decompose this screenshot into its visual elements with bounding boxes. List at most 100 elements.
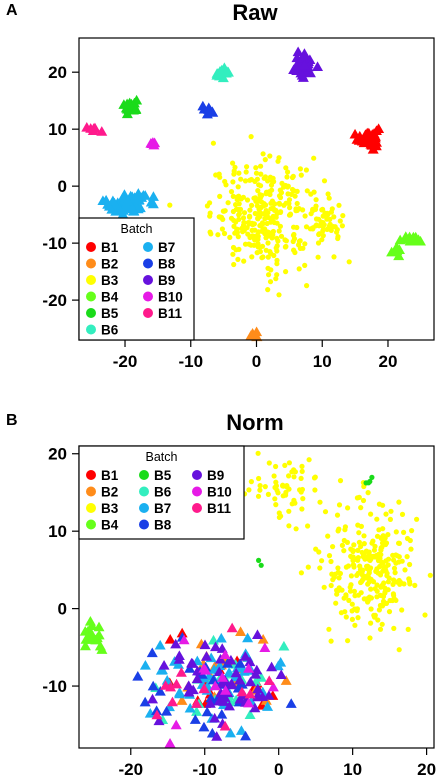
- data-point: [151, 705, 163, 716]
- data-point: [336, 202, 342, 208]
- data-point: [296, 242, 302, 248]
- data-point: [253, 170, 260, 176]
- data-point: [272, 660, 284, 671]
- data-point: [308, 211, 314, 217]
- raw-scatter-plot: -20 -10 0 10 20-20-1001020BatchB1B2B3B4B5B6B…: [42, 37, 435, 371]
- data-point: [345, 505, 351, 511]
- data-point: [356, 539, 362, 545]
- data-point: [302, 213, 308, 219]
- data-point: [404, 535, 411, 542]
- data-point: [356, 494, 362, 500]
- data-point: [300, 496, 306, 502]
- data-point: [380, 560, 386, 566]
- data-point: [305, 564, 311, 570]
- data-point: [294, 188, 300, 194]
- legend-label: B5: [154, 468, 172, 483]
- data-point: [320, 233, 326, 239]
- data-point: [147, 693, 159, 704]
- data-point: [365, 490, 371, 496]
- legend-swatch: [86, 324, 96, 335]
- cluster-b11: [81, 122, 108, 136]
- data-point: [234, 227, 240, 233]
- data-point: [241, 258, 247, 264]
- data-point: [325, 533, 331, 539]
- x-tick-label: -10: [192, 760, 217, 779]
- data-point: [275, 669, 287, 680]
- data-point: [379, 621, 385, 627]
- data-point: [240, 730, 252, 741]
- cluster-b3: [298, 478, 433, 653]
- x-tick-label: 10: [313, 352, 332, 371]
- data-point: [167, 202, 173, 208]
- data-points: [79, 450, 433, 748]
- cluster-b1: [349, 123, 385, 154]
- data-point: [399, 607, 405, 613]
- data-point: [161, 706, 173, 716]
- legend-label: B9: [207, 468, 224, 483]
- data-point: [299, 463, 305, 469]
- data-point: [235, 234, 241, 240]
- data-point: [225, 679, 237, 690]
- data-point: [280, 493, 286, 499]
- data-point: [336, 575, 342, 581]
- data-point: [393, 244, 405, 255]
- data-point: [352, 593, 358, 599]
- data-point: [348, 553, 354, 559]
- data-point: [374, 516, 380, 522]
- x-tick-label: 0: [274, 760, 283, 779]
- data-point: [240, 215, 247, 221]
- data-point: [393, 560, 399, 566]
- data-point: [385, 587, 391, 593]
- data-point: [252, 683, 264, 694]
- data-point: [171, 678, 183, 689]
- data-point: [291, 231, 297, 238]
- legend-swatch: [86, 291, 96, 302]
- data-point: [153, 715, 165, 726]
- legend-label: B7: [158, 240, 175, 255]
- data-point: [199, 639, 211, 650]
- data-point: [312, 61, 324, 71]
- data-point: [306, 457, 312, 463]
- data-point: [244, 656, 256, 667]
- data-point: [170, 638, 182, 649]
- data-point: [205, 692, 217, 703]
- legend-label: B3: [101, 501, 119, 516]
- data-point: [368, 620, 374, 626]
- data-point: [358, 543, 364, 550]
- x-axis: -20 -10 0 10 20: [118, 748, 436, 779]
- data-point: [396, 499, 402, 505]
- data-point: [370, 139, 382, 150]
- data-point: [360, 497, 367, 504]
- data-point: [350, 548, 356, 555]
- data-point: [241, 210, 248, 216]
- data-point: [107, 195, 119, 206]
- data-point: [222, 178, 228, 185]
- legend-swatch: [192, 486, 202, 497]
- data-point: [336, 502, 343, 508]
- data-point: [407, 232, 419, 243]
- data-point: [230, 179, 236, 185]
- data-points: [81, 46, 426, 342]
- data-point: [393, 597, 399, 603]
- data-point: [383, 564, 389, 570]
- data-point: [298, 489, 304, 495]
- data-point: [263, 208, 269, 214]
- data-point: [316, 231, 322, 237]
- data-point: [382, 540, 388, 546]
- data-point: [335, 569, 341, 575]
- data-point: [329, 206, 335, 212]
- data-point: [236, 686, 248, 697]
- data-point: [316, 549, 322, 555]
- data-point: [298, 475, 304, 481]
- data-point: [236, 246, 242, 252]
- data-point: [256, 196, 262, 202]
- data-point: [200, 651, 212, 661]
- data-point: [274, 487, 280, 493]
- data-point: [228, 189, 235, 195]
- data-point: [209, 712, 221, 723]
- data-point: [239, 225, 245, 231]
- data-point: [250, 669, 262, 679]
- data-point: [374, 582, 380, 588]
